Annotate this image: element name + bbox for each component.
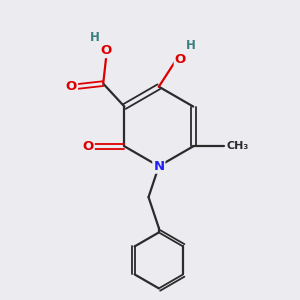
Text: O: O	[66, 80, 77, 93]
Text: O: O	[100, 44, 112, 57]
Text: O: O	[82, 140, 94, 153]
Text: H: H	[90, 31, 100, 44]
Text: CH₃: CH₃	[226, 141, 248, 151]
Text: H: H	[186, 39, 196, 52]
Text: O: O	[175, 53, 186, 66]
Text: N: N	[153, 160, 164, 173]
